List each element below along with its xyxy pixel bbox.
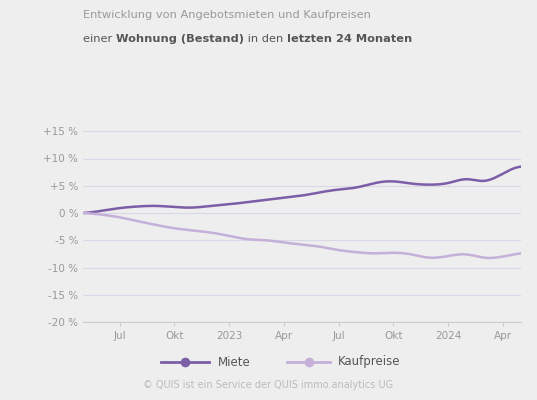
Point bbox=[304, 359, 313, 365]
Text: Kaufpreise: Kaufpreise bbox=[338, 356, 401, 368]
Text: Entwicklung von Angebotsmieten und Kaufpreisen: Entwicklung von Angebotsmieten und Kaufp… bbox=[83, 10, 371, 20]
Point bbox=[181, 359, 190, 365]
Text: einer: einer bbox=[83, 34, 116, 44]
Text: Wohnung (Bestand): Wohnung (Bestand) bbox=[116, 34, 244, 44]
Text: letzten 24 Monaten: letzten 24 Monaten bbox=[287, 34, 412, 44]
Text: © QUIS ist ein Service der QUIS immo.analytics UG: © QUIS ist ein Service der QUIS immo.ana… bbox=[143, 380, 394, 390]
Text: in den: in den bbox=[244, 34, 287, 44]
Text: Miete: Miete bbox=[217, 356, 250, 368]
